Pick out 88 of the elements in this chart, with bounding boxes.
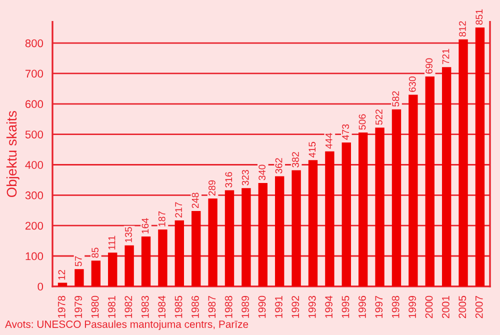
y-tick-label: 600 — [26, 100, 44, 108]
x-tick-label: 1997 — [375, 296, 383, 318]
bar — [458, 39, 468, 286]
data-label: 111 — [108, 236, 116, 250]
data-label: 316 — [225, 172, 232, 188]
bar — [174, 220, 184, 286]
bar — [124, 245, 134, 286]
x-tick-label: 2005 — [458, 296, 466, 318]
x-tick-label: 1998 — [392, 296, 400, 318]
y-tick-label: 500 — [25, 130, 44, 138]
bar — [358, 132, 368, 286]
y-tick-label: 100 — [26, 252, 44, 260]
x-tick-label: 1980 — [91, 296, 99, 318]
bar — [292, 170, 301, 286]
bar — [141, 236, 151, 286]
data-label: 382 — [292, 152, 299, 168]
data-label: 289 — [208, 180, 216, 196]
x-tick-label: 1995 — [342, 296, 350, 318]
bar — [325, 151, 334, 286]
x-tick-label: 2001 — [442, 296, 450, 318]
bar — [375, 128, 384, 286]
bar — [308, 160, 318, 286]
y-tick-label: 300 — [25, 191, 44, 200]
data-label: 415 — [308, 142, 316, 158]
x-tick-label: 2007 — [475, 296, 483, 318]
x-tick-label: 1994 — [325, 296, 332, 318]
data-label: 851 — [476, 9, 483, 25]
data-label: 85 — [92, 248, 99, 258]
bar — [208, 198, 218, 286]
bar — [408, 94, 418, 286]
data-label: 340 — [258, 164, 266, 180]
y-tick-label: 200 — [25, 222, 44, 230]
y-tick-label: 400 — [25, 161, 44, 169]
data-label: 690 — [426, 58, 432, 74]
data-label: 323 — [242, 170, 249, 186]
x-tick-label: 1987 — [208, 296, 216, 318]
bar — [91, 260, 101, 286]
x-tick-label: 1984 — [158, 296, 166, 318]
data-label: 444 — [326, 132, 332, 149]
x-tick-label: 1991 — [275, 296, 282, 318]
data-label: 164 — [142, 218, 149, 234]
x-tick-label: 1996 — [358, 296, 366, 318]
bar — [342, 142, 351, 286]
y-tick-label: 800 — [25, 39, 44, 48]
bar — [74, 269, 84, 286]
data-label: 473 — [342, 124, 350, 140]
x-tick-label: 1982 — [124, 296, 132, 318]
data-label: 135 — [125, 227, 132, 242]
x-tick-label: 1979 — [74, 296, 82, 318]
x-tick-label: 1978 — [58, 296, 66, 318]
x-tick-label: 1985 — [174, 296, 182, 318]
x-tick-label: 1993 — [308, 296, 316, 318]
bar — [224, 190, 234, 286]
x-tick-label: 1983 — [141, 296, 149, 318]
y-axis-title: Objektu skaits — [6, 110, 20, 198]
bar — [242, 188, 251, 286]
bar — [192, 210, 201, 286]
data-label: 57 — [75, 256, 82, 266]
bar — [475, 28, 485, 286]
x-tick-label: 1990 — [258, 296, 266, 318]
x-tick-label: 1981 — [108, 296, 116, 318]
data-label: 812 — [459, 21, 466, 37]
y-tick-label: 0 — [38, 282, 44, 291]
x-tick-label: 2000 — [425, 296, 433, 318]
bar — [275, 176, 284, 286]
data-label: 630 — [408, 76, 416, 92]
bar — [425, 76, 434, 286]
data-label: 248 — [192, 192, 199, 208]
data-label: 506 — [358, 114, 366, 130]
x-tick-label: 1989 — [242, 296, 249, 318]
data-label: 187 — [158, 211, 166, 226]
bar — [442, 67, 452, 286]
x-tick-label: 1992 — [292, 296, 300, 318]
data-label: 582 — [392, 91, 400, 107]
data-label: 362 — [275, 158, 282, 174]
x-tick-label: 1986 — [192, 296, 199, 318]
bar — [158, 230, 168, 286]
bar — [258, 183, 268, 286]
data-label: 12 — [58, 270, 66, 280]
data-label: 721 — [442, 48, 450, 64]
data-label: 522 — [376, 109, 382, 125]
text: Avots: UNESCO Pasaules mantojuma centrs, Parīze — [5, 320, 248, 330]
x-tick-label: 1988 — [224, 296, 232, 318]
bar — [392, 109, 402, 286]
data-label: 217 — [175, 202, 182, 218]
bar — [108, 252, 118, 286]
x-tick-label: 1999 — [408, 296, 416, 318]
y-tick-label: 700 — [26, 70, 44, 78]
